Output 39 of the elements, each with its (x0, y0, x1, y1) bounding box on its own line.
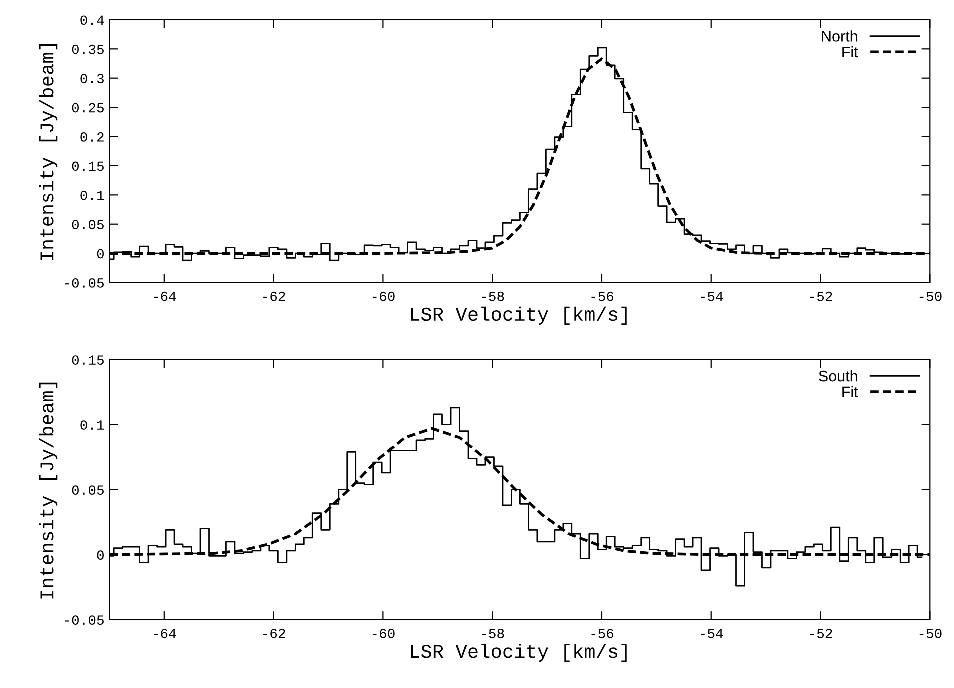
x-tick-label: -64 (154, 292, 176, 302)
legend-label: Fit (842, 46, 858, 58)
y-tick-label: 0.1 (80, 420, 104, 430)
y-tick-label: 0.05 (72, 486, 104, 496)
y-tick-label: 0.15 (72, 162, 104, 172)
y-axis-title: Intensity [Jy/beam] (39, 44, 58, 260)
y-tick-label: 0.35 (72, 44, 104, 54)
x-tick-label: -58 (482, 628, 504, 638)
legend-label: South (819, 370, 858, 382)
y-tick-label: 0 (97, 249, 104, 259)
y-tick-label: 0.15 (72, 356, 104, 365)
x-tick-label: -62 (264, 628, 286, 638)
y-tick-label: -0.05 (65, 616, 104, 626)
legend-label: Fit (842, 386, 858, 398)
x-tick-label: -50 (920, 292, 942, 302)
y-tick-label: 0.05 (72, 220, 104, 230)
x-tick-label: -54 (701, 292, 724, 302)
x-tick-label: -60 (372, 628, 395, 638)
legend-label: North (822, 30, 858, 42)
y-tick-label: 0.3 (80, 74, 104, 84)
y-tick-label: 0 (97, 550, 104, 560)
y-axis-title: Intensity [Jy/beam] (39, 382, 58, 599)
x-tick-label: -56 (592, 292, 614, 302)
x-tick-label: -54 (701, 629, 724, 638)
y-tick-label: 0.25 (72, 103, 104, 113)
x-tick-label: -62 (264, 292, 286, 302)
x-tick-label: -64 (154, 628, 176, 638)
y-tick-label: 0.2 (80, 132, 104, 142)
x-tick-label: -58 (482, 292, 504, 302)
x-tick-label: -56 (592, 628, 614, 638)
x-axis-title: LSR Velocity [km/s] (411, 306, 627, 325)
x-tick-label: -50 (920, 628, 942, 638)
y-tick-label: 0.4 (80, 16, 104, 26)
x-tick-label: -52 (810, 292, 832, 302)
y-tick-label: 0.1 (80, 190, 104, 200)
x-tick-label: -52 (810, 628, 832, 638)
x-tick-label: -60 (372, 292, 395, 302)
x-axis-title: LSR Velocity [km/s] (411, 644, 627, 662)
y-tick-label: -0.05 (65, 278, 104, 288)
